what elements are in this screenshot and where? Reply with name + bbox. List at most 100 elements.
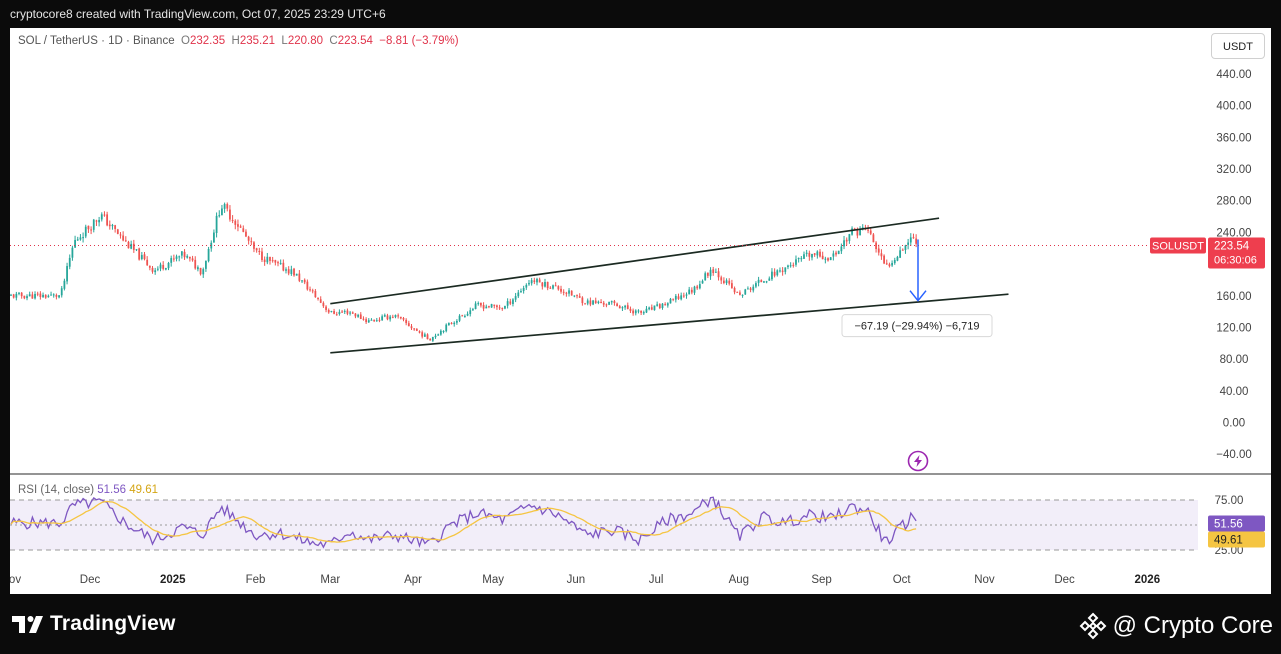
attribution-bar: cryptocore8 created with TradingView.com… <box>0 0 1281 28</box>
candle <box>34 291 36 300</box>
candle <box>877 244 880 256</box>
candle <box>239 224 242 228</box>
candles <box>10 202 918 343</box>
candle <box>621 306 624 312</box>
time-tick-label: Aug <box>729 574 749 586</box>
channel-lines[interactable] <box>330 217 1009 354</box>
candle <box>60 286 63 298</box>
candle <box>768 276 771 281</box>
candle <box>706 272 709 279</box>
candle <box>325 305 327 313</box>
candle <box>303 278 306 285</box>
candle <box>915 234 918 248</box>
candle <box>714 268 717 273</box>
candle <box>229 205 231 222</box>
crypto-core-credit: @ Crypto Core <box>1079 612 1273 640</box>
candle <box>904 244 907 254</box>
candle <box>731 279 733 289</box>
candle <box>642 310 645 315</box>
measure-tool[interactable]: −67.19 (−29.94%) −6,719 <box>841 239 993 338</box>
chart-frame[interactable]: −67.19 (−29.94%) −6,719 440.00 400.00 360.… <box>9 28 1271 594</box>
candle <box>674 294 677 303</box>
candle <box>819 249 821 258</box>
candle <box>634 309 637 316</box>
candle <box>263 256 266 266</box>
candle <box>827 257 829 262</box>
candle <box>594 297 597 304</box>
candle <box>797 257 800 263</box>
low-label: L <box>281 35 288 47</box>
low-value: 220.80 <box>287 35 324 47</box>
candle <box>295 273 298 276</box>
candle <box>389 314 392 322</box>
lightning-icon[interactable] <box>907 450 929 472</box>
candle <box>167 261 170 271</box>
candle <box>47 294 50 298</box>
candle <box>682 292 685 298</box>
measure-label: −67.19 (−29.94%) −6,719 <box>854 321 979 333</box>
candle <box>907 238 910 250</box>
candle <box>50 291 52 296</box>
candle <box>637 309 640 314</box>
tradingview-logo[interactable]: TradingView <box>12 612 176 636</box>
candle <box>370 318 373 321</box>
candle <box>351 311 354 314</box>
time-tick-label: Mar <box>320 574 340 586</box>
channel-upper-line[interactable] <box>330 217 940 305</box>
time-axis[interactable]: ov Dec 2025 Feb Mar Apr May Jun Jul Aug Sep Oct Nov D… <box>9 574 1160 586</box>
candle <box>741 294 744 298</box>
candle <box>391 314 394 319</box>
rsi-legend[interactable]: RSI (14, close) 51.56 49.61 <box>18 484 158 496</box>
candle <box>661 303 664 310</box>
candle <box>648 306 651 311</box>
candle <box>124 236 127 242</box>
candle <box>447 322 450 326</box>
candle <box>28 291 31 297</box>
candle <box>883 254 885 265</box>
currency-button[interactable]: USDT <box>1211 33 1265 59</box>
candle <box>704 271 707 281</box>
candle <box>386 313 389 321</box>
candle <box>31 291 34 299</box>
close-value: 223.54 <box>337 35 373 47</box>
candle <box>277 260 279 267</box>
time-tick-label: May <box>482 574 504 586</box>
candle <box>666 302 669 308</box>
candle <box>314 289 317 298</box>
price-axis[interactable]: 440.00 400.00 360.00 320.00 280.00 240.00 160.… <box>1216 69 1252 461</box>
candle <box>397 313 400 319</box>
candle <box>779 267 781 273</box>
candle <box>840 243 843 254</box>
candle <box>290 265 293 276</box>
candle <box>207 246 210 263</box>
candle <box>698 280 701 290</box>
candle <box>36 291 39 297</box>
channel-lower-line[interactable] <box>330 293 1009 354</box>
candle <box>205 260 207 272</box>
candle <box>108 220 111 230</box>
candle <box>787 264 789 270</box>
candle <box>466 311 469 317</box>
candle <box>469 307 472 317</box>
candle <box>199 267 202 276</box>
candle <box>180 251 183 259</box>
candle <box>10 293 12 296</box>
candle <box>287 266 290 276</box>
time-tick-label: Apr <box>404 574 422 586</box>
candle <box>90 226 92 235</box>
price-tick-label: 160.00 <box>1216 291 1251 303</box>
candle <box>514 292 517 303</box>
candle <box>333 308 335 315</box>
candle <box>92 218 95 233</box>
candle <box>431 336 434 343</box>
candle <box>899 246 902 259</box>
rsi-value-badge <box>1208 515 1265 532</box>
symbol-legend[interactable]: SOL / TetherUS · 1D · Binance O232.35 H2… <box>18 35 459 47</box>
candle <box>800 256 803 262</box>
candle <box>474 301 477 310</box>
candle <box>885 259 888 265</box>
price-chart[interactable]: −67.19 (−29.94%) −6,719 440.00 400.00 360.… <box>9 28 1271 594</box>
candle <box>586 298 589 306</box>
time-tick-label: Jun <box>567 574 586 586</box>
